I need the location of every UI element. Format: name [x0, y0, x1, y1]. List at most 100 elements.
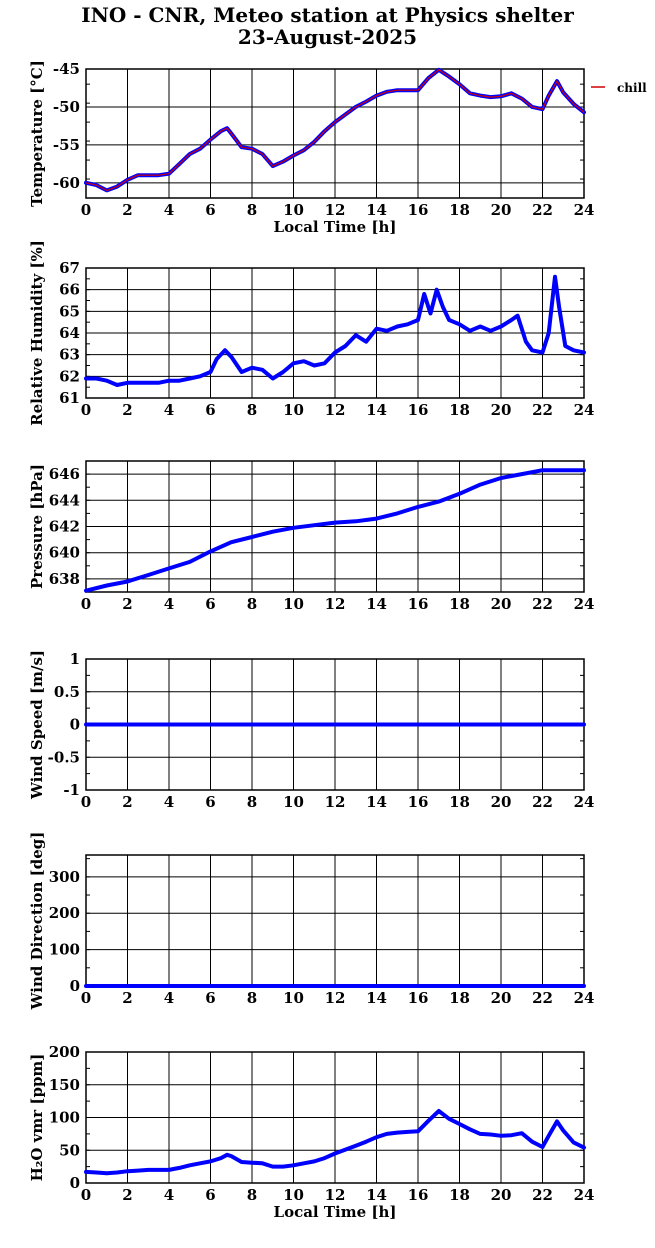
x-tick-label: 22: [532, 401, 553, 419]
x-tick-label: 18: [449, 989, 470, 1007]
x-tick-label: 4: [164, 793, 174, 811]
x-tick-label: 0: [81, 201, 91, 219]
x-tick-label: 0: [81, 793, 91, 811]
x-tick-label: 0: [81, 595, 91, 613]
x-tick-label: 12: [325, 595, 346, 613]
x-tick-label: 22: [532, 595, 553, 613]
y-tick-label: 200: [49, 904, 80, 922]
x-tick-label: 2: [122, 595, 132, 613]
series-line-h2o-vmr: [84, 1109, 586, 1176]
y-axis-label: H₂O vmr [ppm]: [28, 1054, 46, 1182]
plot-frame: [85, 267, 585, 399]
x-axis-label: Local Time [h]: [274, 1203, 397, 1221]
legend: chill: [591, 81, 647, 95]
x-tick-label: 8: [247, 595, 257, 613]
x-tick-label: 14: [366, 793, 387, 811]
x-tick-label: 8: [247, 793, 257, 811]
y-tick-label: -45: [53, 60, 80, 78]
x-tick-label: 20: [491, 989, 512, 1007]
chart-title: INO - CNR, Meteo station at Physics shel…: [0, 4, 655, 48]
panel-humidity: 0 2 4 6 8 10 12 14 16 18 20 22 2461626364656667Relat…: [28, 240, 594, 426]
x-tick-label: 8: [247, 201, 257, 219]
y-tick-label: 0: [70, 1174, 80, 1192]
y-tick-label: 300: [49, 868, 80, 886]
x-tick-label: 6: [205, 201, 215, 219]
y-tick-label: 150: [49, 1076, 80, 1094]
y-tick-label: 646: [49, 465, 80, 483]
y-tick-label: 65: [59, 302, 80, 320]
x-tick-label: 20: [491, 793, 512, 811]
x-tick-label: 10: [283, 989, 304, 1007]
x-tick-label: 18: [449, 401, 470, 419]
y-tick-label: -1: [63, 781, 80, 799]
y-axis-label: Pressure [hPa]: [28, 464, 46, 589]
y-axis-label: Wind Speed [m/s]: [28, 650, 46, 800]
panel-pressure: 0 2 4 6 8 10 12 14 16 18 20 22 24638640642644646Pres…: [28, 460, 595, 613]
y-tick-label: 638: [49, 570, 80, 588]
x-tick-label: 22: [532, 201, 553, 219]
x-tick-label: 12: [325, 793, 346, 811]
x-tick-label: 16: [408, 595, 429, 613]
x-tick-label: 0: [81, 1186, 91, 1204]
x-tick-label: 2: [122, 401, 132, 419]
y-tick-label: -0.5: [48, 748, 80, 766]
x-tick-label: 12: [325, 989, 346, 1007]
x-tick-label: 10: [283, 401, 304, 419]
series-line-chill: [85, 69, 585, 191]
x-tick-label: 6: [205, 595, 215, 613]
plot-frame: [85, 1051, 585, 1184]
y-tick-label: 61: [59, 389, 80, 407]
series-line-pressure: [84, 468, 586, 593]
y-axis-label: Wind Direction [deg]: [28, 832, 46, 1011]
x-tick-label: 4: [164, 595, 174, 613]
x-tick-label: 18: [449, 793, 470, 811]
x-tick-label: 20: [491, 401, 512, 419]
y-tick-label: -50: [53, 98, 80, 116]
x-tick-label: 16: [408, 1186, 429, 1204]
x-tick-label: 2: [122, 1186, 132, 1204]
x-tick-label: 2: [122, 989, 132, 1007]
x-tick-label: 6: [205, 989, 215, 1007]
plot-frame: [85, 68, 585, 199]
y-tick-label: 62: [59, 367, 80, 385]
y-tick-label: 1: [70, 650, 80, 668]
x-tick-label: 16: [408, 401, 429, 419]
plot-frame: [85, 460, 585, 593]
x-tick-label: 14: [366, 401, 387, 419]
x-tick-label: 24: [574, 595, 595, 613]
y-tick-label: 67: [59, 259, 80, 277]
y-tick-label: 50: [59, 1141, 80, 1159]
x-tick-label: 10: [283, 201, 304, 219]
x-tick-label: 8: [247, 1186, 257, 1204]
x-tick-label: 24: [574, 1186, 595, 1204]
x-tick-label: 4: [164, 989, 174, 1007]
x-tick-label: 4: [164, 401, 174, 419]
x-tick-label: 18: [449, 595, 470, 613]
x-tick-label: 2: [122, 201, 132, 219]
x-tick-label: 8: [247, 989, 257, 1007]
x-tick-label: 22: [532, 989, 553, 1007]
x-tick-label: 20: [491, 1186, 512, 1204]
y-tick-label: 644: [49, 491, 80, 509]
y-tick-label: 642: [49, 518, 80, 536]
x-tick-label: 14: [366, 201, 387, 219]
x-tick-label: 16: [408, 793, 429, 811]
x-tick-label: 4: [164, 201, 174, 219]
x-tick-label: 8: [247, 401, 257, 419]
series-line-humidity: [84, 274, 586, 387]
x-axis-label: Local Time [h]: [274, 218, 397, 236]
x-tick-label: 0: [81, 401, 91, 419]
x-tick-label: 12: [325, 1186, 346, 1204]
x-tick-label: 10: [283, 1186, 304, 1204]
x-tick-label: 14: [366, 595, 387, 613]
x-tick-label: 14: [366, 1186, 387, 1204]
y-tick-label: -55: [53, 136, 80, 154]
x-tick-label: 18: [449, 1186, 470, 1204]
x-tick-label: 20: [491, 595, 512, 613]
y-tick-label: 640: [49, 544, 80, 562]
y-tick-label: 100: [49, 941, 80, 959]
